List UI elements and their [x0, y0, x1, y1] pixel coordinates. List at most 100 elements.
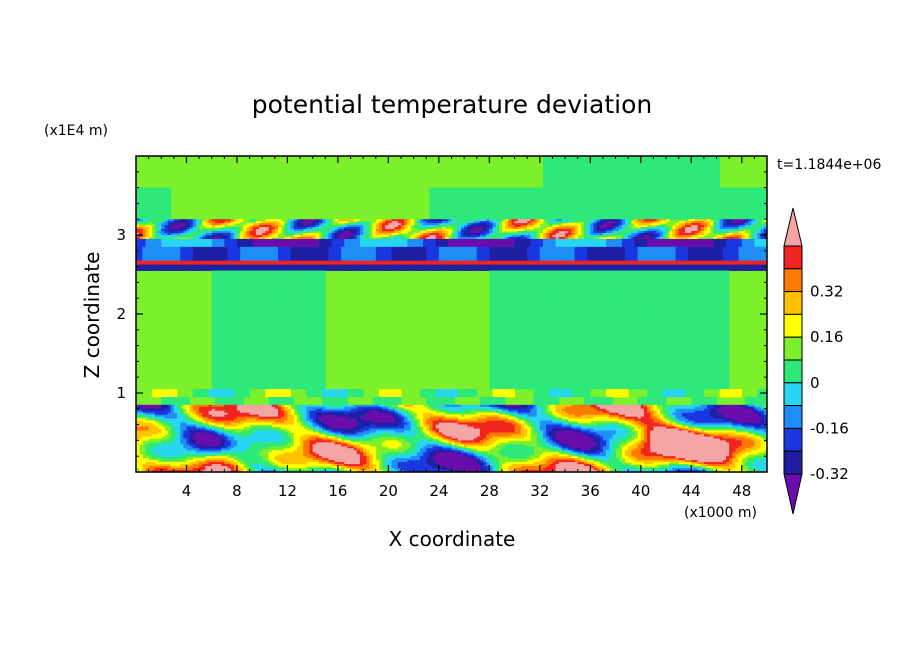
field-cell	[631, 217, 635, 219]
field-cell	[250, 219, 254, 221]
field-cell	[145, 221, 149, 223]
field-cell	[313, 229, 317, 231]
field-cell	[575, 219, 579, 221]
field-cell	[742, 227, 746, 229]
field-cell	[177, 235, 181, 237]
field-cell	[515, 229, 519, 231]
field-cell	[666, 231, 670, 233]
field-cell	[231, 223, 235, 225]
field-cell	[647, 223, 651, 225]
field-cell	[713, 231, 717, 233]
field-cell	[174, 235, 178, 237]
field-cell	[228, 223, 232, 225]
field-cell	[502, 217, 506, 219]
field-cell	[499, 219, 503, 221]
field-cell	[338, 221, 342, 223]
field-cell	[609, 233, 613, 235]
field-cell	[720, 231, 724, 233]
field-cell	[628, 223, 632, 225]
field-cell	[316, 229, 320, 231]
field-cell	[354, 219, 358, 221]
field-cell	[180, 235, 184, 237]
field-cell	[392, 233, 396, 235]
field-cell	[710, 223, 714, 225]
chart-title: potential temperature deviation	[252, 90, 652, 119]
field-cell	[653, 223, 657, 225]
field-cell	[373, 235, 377, 237]
field-cell	[379, 235, 383, 237]
field-cell	[568, 219, 572, 221]
field-cell	[524, 227, 528, 229]
field-cell	[410, 223, 414, 225]
field-cell	[439, 225, 443, 227]
field-cell	[234, 221, 238, 223]
field-cell	[448, 233, 452, 235]
field-cell	[237, 221, 241, 223]
field-cell	[240, 219, 244, 221]
field-cell	[631, 221, 635, 223]
field-cell	[199, 223, 203, 225]
field-cell	[398, 231, 402, 233]
field-cell	[634, 225, 638, 227]
field-cell	[505, 229, 509, 231]
field-cell	[423, 227, 427, 229]
field-cell	[606, 233, 610, 235]
field-cell	[682, 217, 686, 219]
field-cell	[452, 225, 456, 227]
field-cell	[190, 235, 194, 237]
field-cell	[388, 233, 392, 235]
field-cell	[275, 235, 279, 237]
field-cell	[335, 219, 339, 221]
field-cell	[698, 235, 702, 237]
field-cell	[142, 221, 146, 223]
field-cell	[559, 221, 563, 223]
field-cell	[319, 229, 323, 231]
field-cell	[152, 221, 156, 223]
field-cell	[502, 229, 506, 231]
field-cell	[347, 219, 351, 221]
field-cell	[139, 221, 143, 223]
field-cell	[436, 225, 440, 227]
field-cell	[616, 233, 620, 235]
field-cell	[448, 223, 452, 225]
field-cell	[401, 231, 405, 233]
field-cell	[186, 235, 190, 237]
field-cell	[237, 231, 241, 233]
field-cell	[540, 221, 544, 223]
field-cell	[407, 229, 411, 231]
field-cell	[287, 233, 291, 235]
field-cell	[729, 229, 733, 231]
field-cell	[578, 233, 582, 235]
field-cell	[272, 235, 276, 237]
field-cell	[552, 221, 556, 223]
field-cell	[508, 229, 512, 231]
field-cell	[341, 221, 345, 223]
field-cell	[209, 225, 213, 227]
field-cell	[546, 221, 550, 223]
field-cell	[284, 233, 288, 235]
field-cell	[202, 223, 206, 225]
field-cell	[717, 231, 721, 233]
field-cell	[530, 227, 534, 229]
field-cell	[414, 225, 418, 227]
field-cell	[578, 219, 582, 221]
field-cell	[294, 231, 298, 233]
x-axis-label: X coordinate	[389, 527, 516, 551]
field-cell	[619, 233, 623, 235]
field-cell	[420, 227, 424, 229]
field-cell	[183, 235, 187, 237]
heatmap-field	[136, 156, 767, 472]
field-cell	[735, 229, 739, 231]
field-cell	[205, 225, 209, 227]
field-cell	[549, 223, 553, 225]
field-cell	[666, 219, 670, 221]
field-cell	[218, 225, 222, 227]
field-cell	[417, 227, 421, 229]
field-cell	[685, 217, 689, 219]
field-cell	[351, 219, 355, 221]
field-cell	[281, 223, 285, 225]
x-scale-label: (x1000 m)	[684, 505, 757, 521]
field-cell	[300, 231, 304, 233]
field-cell	[701, 235, 705, 237]
